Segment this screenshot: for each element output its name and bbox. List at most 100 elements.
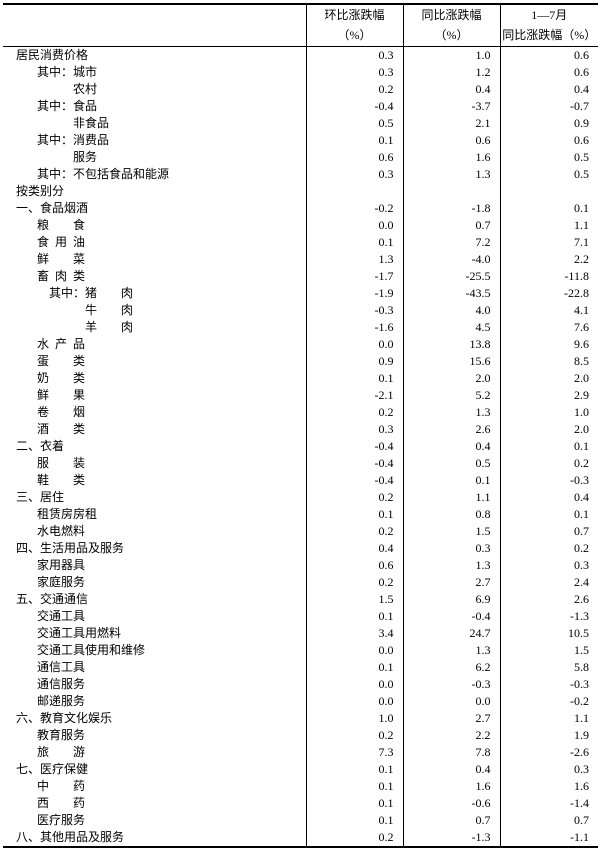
value-yoy: -25.5: [402, 268, 500, 285]
table-row: 水产品 0.0 13.8 9.6: [3, 336, 598, 353]
table-row: 旅游 7.3 7.8 -2.6: [3, 744, 598, 761]
value-mom: -0.4: [305, 438, 403, 455]
table-row: 通信工具 0.1 6.2 5.8: [3, 659, 598, 676]
value-yoy: 4.0: [402, 302, 500, 319]
value-ytd-yoy: 7.6: [499, 319, 598, 336]
value-ytd-yoy: 1.1: [499, 217, 598, 234]
value-mom: -2.1: [305, 387, 403, 404]
value-yoy: 2.7: [402, 710, 500, 727]
value-ytd-yoy: 0.3: [499, 557, 598, 574]
row-label: 交通工具使用和维修: [3, 642, 306, 659]
value-mom: -1.6: [305, 319, 403, 336]
value-yoy: 2.1: [402, 115, 500, 132]
row-label: 其中：非食品: [3, 115, 306, 132]
row-label: 租赁房房租: [3, 506, 306, 523]
row-label: 邮递服务: [3, 693, 306, 710]
row-label-text: 按类别分: [16, 184, 65, 198]
row-label-text: 七、医疗保健: [16, 762, 89, 776]
row-label-text: 二、衣着: [16, 439, 65, 453]
row-label: 奶类: [3, 370, 306, 387]
table-row: 其中：猪肉 -1.9 -43.5 -22.8: [3, 285, 598, 302]
table-row: 交通工具使用和维修 0.0 1.3 1.5: [3, 642, 598, 659]
table-row: 五、交通通信 1.5 6.9 2.6: [3, 591, 598, 608]
value-yoy: 7.8: [402, 744, 500, 761]
row-label: 八、其他用品及服务: [3, 829, 306, 847]
row-label-text: 奶类: [37, 371, 85, 385]
value-mom: 0.1: [305, 608, 403, 625]
table-row: 其中：服务0.61.60.5: [3, 149, 598, 166]
value-mom: 0.6: [305, 557, 403, 574]
row-label-text: 三、居住: [16, 490, 65, 504]
table-row: 教育服务 0.2 2.2 1.9: [3, 727, 598, 744]
table-row: 西药 0.1 -0.6 -1.4: [3, 795, 598, 812]
value-mom: 0.6: [305, 149, 403, 166]
value-yoy: 1.6: [402, 778, 500, 795]
table-body: 居民消费价格0.31.00.6其中：城市0.31.20.6其中：农村0.20.4…: [3, 46, 598, 847]
row-label-text: 服装: [37, 456, 85, 470]
col-header-mom: 环比涨跌幅 （%）: [305, 4, 403, 47]
row-label-text: 租赁房房租: [37, 507, 98, 521]
value-ytd-yoy: -0.7: [499, 98, 598, 115]
value-yoy: 6.9: [402, 591, 500, 608]
row-label: 三、居住: [3, 489, 306, 506]
row-label-text: 交通工具: [37, 609, 86, 623]
row-label-text: 八、其他用品及服务: [16, 830, 125, 844]
row-label-text: 服务: [73, 150, 98, 164]
col-header-mom-line2: （%）: [337, 27, 372, 42]
value-mom: 0.2: [305, 404, 403, 421]
value-ytd-yoy: 0.1: [499, 200, 598, 217]
table-row: 交通工具用燃料 3.4 24.7 10.5: [3, 625, 598, 642]
value-ytd-yoy: 2.0: [499, 370, 598, 387]
row-label: 其中：消费品: [3, 132, 306, 149]
value-yoy: 0.4: [402, 81, 500, 98]
cpi-table: 环比涨跌幅 （%） 同比涨跌幅 （%） 1—7月 同比涨跌幅（%） 居民消费价格…: [3, 3, 598, 848]
table-row: 其中：牛肉-0.34.04.1: [3, 302, 598, 319]
row-label: 交通工具: [3, 608, 306, 625]
value-mom: 0.2: [305, 523, 403, 540]
row-label-prefix: 其中：: [37, 167, 74, 181]
value-ytd-yoy: -1.1: [499, 829, 598, 847]
table-row: 鞋类 -0.4 0.1 -0.3: [3, 472, 598, 489]
row-label-text: 六、教育文化娱乐: [16, 711, 113, 725]
value-yoy: -43.5: [402, 285, 500, 302]
table-row: 粮食 0.0 0.7 1.1: [3, 217, 598, 234]
value-mom: 0.3: [305, 421, 403, 438]
row-label: 其中：城市: [3, 64, 306, 81]
row-label-text: 中药: [37, 779, 85, 793]
row-label: 中药: [3, 778, 306, 795]
row-label-text: 交通工具用燃料: [37, 626, 122, 640]
value-mom: [305, 183, 403, 200]
value-mom: 0.1: [305, 795, 403, 812]
row-label-text: 家用器具: [37, 558, 86, 572]
value-ytd-yoy: -0.2: [499, 693, 598, 710]
value-mom: 0.0: [305, 642, 403, 659]
row-label-text: 牛肉: [85, 303, 134, 317]
row-label: 居民消费价格: [3, 47, 306, 65]
table-row: 七、医疗保健 0.1 0.4 0.3: [3, 761, 598, 778]
value-ytd-yoy: [499, 183, 598, 200]
value-yoy: 1.3: [402, 166, 500, 183]
value-yoy: -1.3: [402, 829, 500, 847]
row-label-text: 粮食: [37, 218, 85, 232]
row-label-text: 鞋类: [37, 473, 85, 487]
value-yoy: -0.3: [402, 676, 500, 693]
value-mom: 1.5: [305, 591, 403, 608]
table-row: 邮递服务 0.0 0.0 -0.2: [3, 693, 598, 710]
value-yoy: -1.8: [402, 200, 500, 217]
value-ytd-yoy: 8.5: [499, 353, 598, 370]
value-mom: 0.1: [305, 761, 403, 778]
row-label: 交通工具用燃料: [3, 625, 306, 642]
table-row: 食用油 0.1 7.2 7.1: [3, 234, 598, 251]
value-yoy: -0.4: [402, 608, 500, 625]
col-header-mom-line1: 环比涨跌幅: [324, 8, 385, 23]
row-label: 按类别分: [3, 183, 306, 200]
table-row: 其中：城市 0.3 1.2 0.6: [3, 64, 598, 81]
value-mom: 0.2: [305, 727, 403, 744]
row-label-text: 不包括食品和能源: [73, 167, 170, 181]
value-mom: 0.2: [305, 829, 403, 847]
table-row: 中药 0.1 1.6 1.6: [3, 778, 598, 795]
row-label: 通信服务: [3, 676, 306, 693]
row-label-text: 蛋类: [37, 354, 85, 368]
value-ytd-yoy: -2.6: [499, 744, 598, 761]
